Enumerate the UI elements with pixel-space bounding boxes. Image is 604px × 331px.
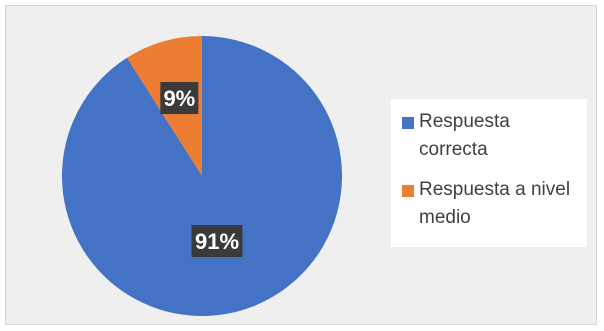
- legend-swatch-nivel-medio: [402, 185, 414, 197]
- legend-item-nivel-medio: Respuesta a nivel medio: [402, 176, 579, 232]
- data-label-91: 91%: [191, 225, 243, 257]
- legend: Respuesta correcta Respuesta a nivel med…: [391, 99, 587, 247]
- legend-label-nivel-medio: Respuesta a nivel medio: [419, 179, 571, 228]
- chart-area: 9% 91% Respuesta correcta Respuesta a niv…: [5, 5, 597, 325]
- legend-label-correcta: Respuesta correcta: [419, 111, 510, 160]
- data-label-9-text: 9%: [163, 86, 195, 111]
- legend-item-correcta: Respuesta correcta: [402, 108, 579, 164]
- data-label-91-bg: [191, 225, 243, 257]
- slice-respuesta-correcta: [61, 36, 342, 316]
- pie-chart: 9% 91%: [61, 36, 342, 316]
- data-label-9-bg: [160, 82, 199, 115]
- data-label-9: 9%: [160, 82, 199, 115]
- data-label-91-text: 91%: [195, 229, 239, 254]
- legend-swatch-correcta: [402, 117, 414, 129]
